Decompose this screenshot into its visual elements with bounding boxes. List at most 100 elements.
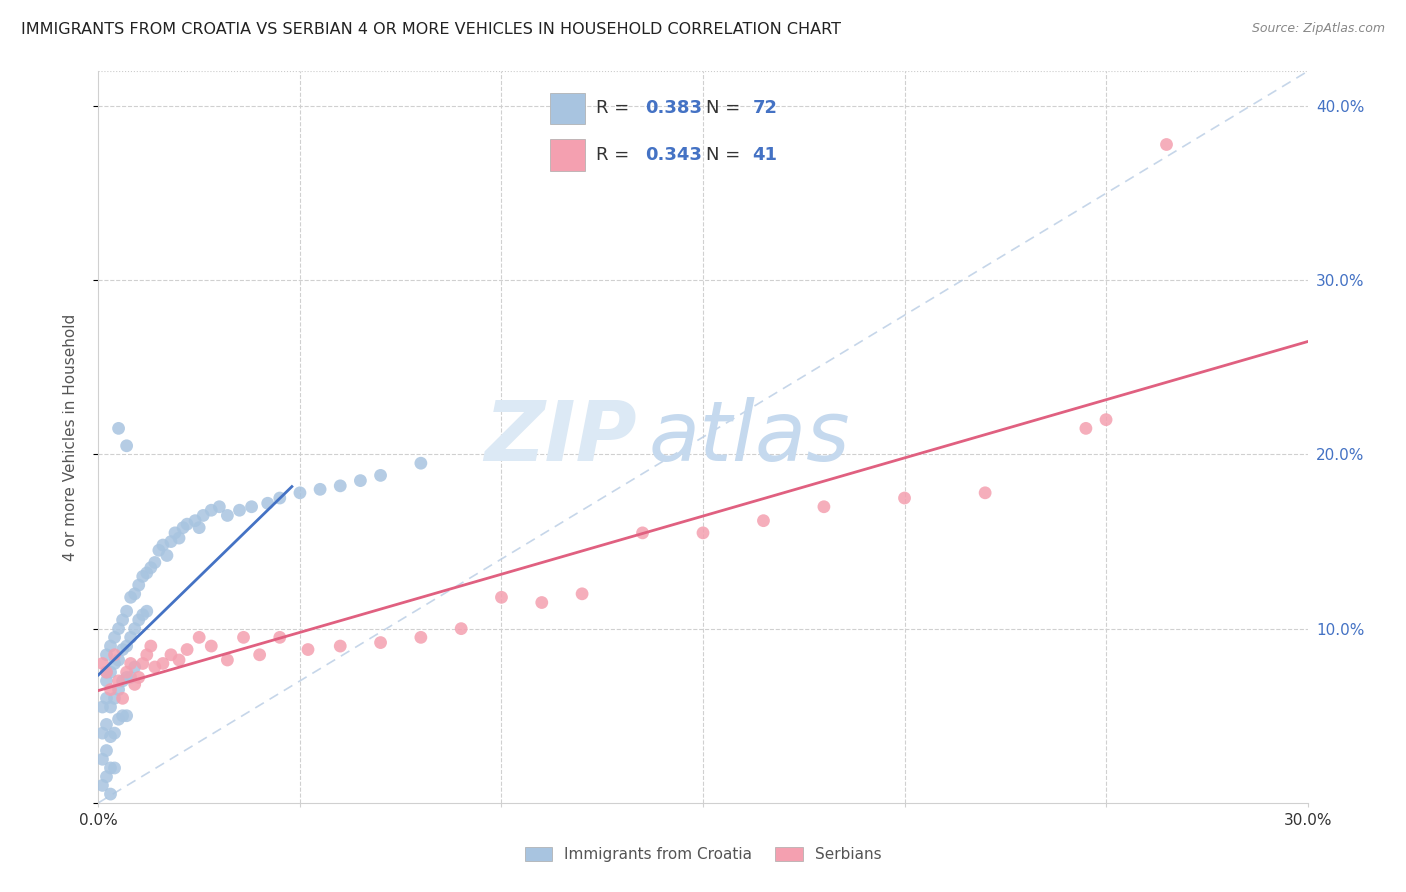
Point: [91, 752, 114, 766]
Point: [370, 635, 392, 649]
Point: [450, 622, 472, 636]
Point: [1095, 412, 1118, 426]
Point: [103, 761, 125, 775]
Point: [135, 648, 157, 662]
Text: N =: N =: [706, 145, 745, 163]
Y-axis label: 4 or more Vehicles in Household: 4 or more Vehicles in Household: [63, 313, 77, 561]
Text: 0.343: 0.343: [645, 145, 703, 163]
Point: [120, 657, 142, 671]
Point: [193, 508, 215, 523]
Point: [135, 604, 157, 618]
Point: [172, 521, 194, 535]
Point: [100, 682, 122, 697]
Point: [349, 474, 371, 488]
Point: [107, 682, 129, 697]
Point: [1156, 137, 1178, 152]
Point: [100, 761, 122, 775]
Point: [91, 726, 114, 740]
Point: [188, 631, 211, 645]
Point: [249, 648, 271, 662]
Text: atlas: atlas: [648, 397, 851, 477]
Point: [491, 591, 513, 605]
Point: [309, 483, 332, 497]
Point: [107, 673, 129, 688]
Point: [100, 665, 122, 680]
Point: [111, 642, 134, 657]
Point: [297, 642, 319, 657]
Point: [974, 485, 997, 500]
Point: [115, 708, 138, 723]
Bar: [550, 93, 585, 124]
Point: [115, 439, 138, 453]
Text: 0.383: 0.383: [645, 100, 703, 118]
Point: [128, 670, 150, 684]
Point: [370, 468, 392, 483]
Point: [167, 653, 190, 667]
Point: [128, 613, 150, 627]
Point: [156, 549, 179, 563]
Point: [124, 677, 146, 691]
Point: [135, 566, 157, 580]
Point: [103, 726, 125, 740]
Point: [143, 556, 166, 570]
Point: [143, 660, 166, 674]
Point: [139, 560, 162, 574]
Point: [91, 778, 114, 792]
Point: [409, 456, 432, 470]
Point: [176, 642, 198, 657]
Point: [692, 525, 714, 540]
Point: [120, 591, 142, 605]
Point: [217, 508, 239, 523]
Point: [107, 622, 129, 636]
Point: [160, 648, 183, 662]
Text: 72: 72: [752, 100, 778, 118]
Point: [269, 631, 291, 645]
Point: [96, 665, 118, 680]
Point: [752, 514, 775, 528]
Point: [228, 503, 250, 517]
Point: [124, 587, 146, 601]
Point: [139, 639, 162, 653]
Point: [124, 660, 146, 674]
Point: [217, 653, 239, 667]
Text: R =: R =: [596, 100, 636, 118]
Point: [152, 538, 174, 552]
Point: [132, 569, 155, 583]
Point: [200, 503, 222, 517]
Point: [208, 500, 231, 514]
Point: [91, 700, 114, 714]
Point: [111, 708, 134, 723]
Point: [120, 670, 142, 684]
Point: [96, 665, 118, 680]
Point: [152, 657, 174, 671]
Point: [530, 595, 553, 609]
Legend: Immigrants from Croatia, Serbians: Immigrants from Croatia, Serbians: [519, 840, 887, 868]
Point: [96, 770, 118, 784]
Point: [631, 525, 654, 540]
Text: Source: ZipAtlas.com: Source: ZipAtlas.com: [1251, 22, 1385, 36]
Point: [111, 673, 134, 688]
Point: [115, 639, 138, 653]
Point: [200, 639, 222, 653]
Point: [96, 743, 118, 757]
Point: [96, 673, 118, 688]
Point: [111, 691, 134, 706]
Point: [132, 657, 155, 671]
Point: [188, 521, 211, 535]
Point: [107, 712, 129, 726]
Point: [269, 491, 291, 505]
Point: [103, 631, 125, 645]
Text: R =: R =: [596, 145, 636, 163]
Point: [120, 631, 142, 645]
Point: [100, 787, 122, 801]
Point: [96, 648, 118, 662]
Point: [96, 717, 118, 731]
Point: [111, 613, 134, 627]
Point: [115, 604, 138, 618]
Point: [329, 639, 352, 653]
Point: [132, 607, 155, 622]
Point: [256, 496, 278, 510]
Point: [184, 514, 207, 528]
Point: [103, 657, 125, 671]
Point: [240, 500, 263, 514]
